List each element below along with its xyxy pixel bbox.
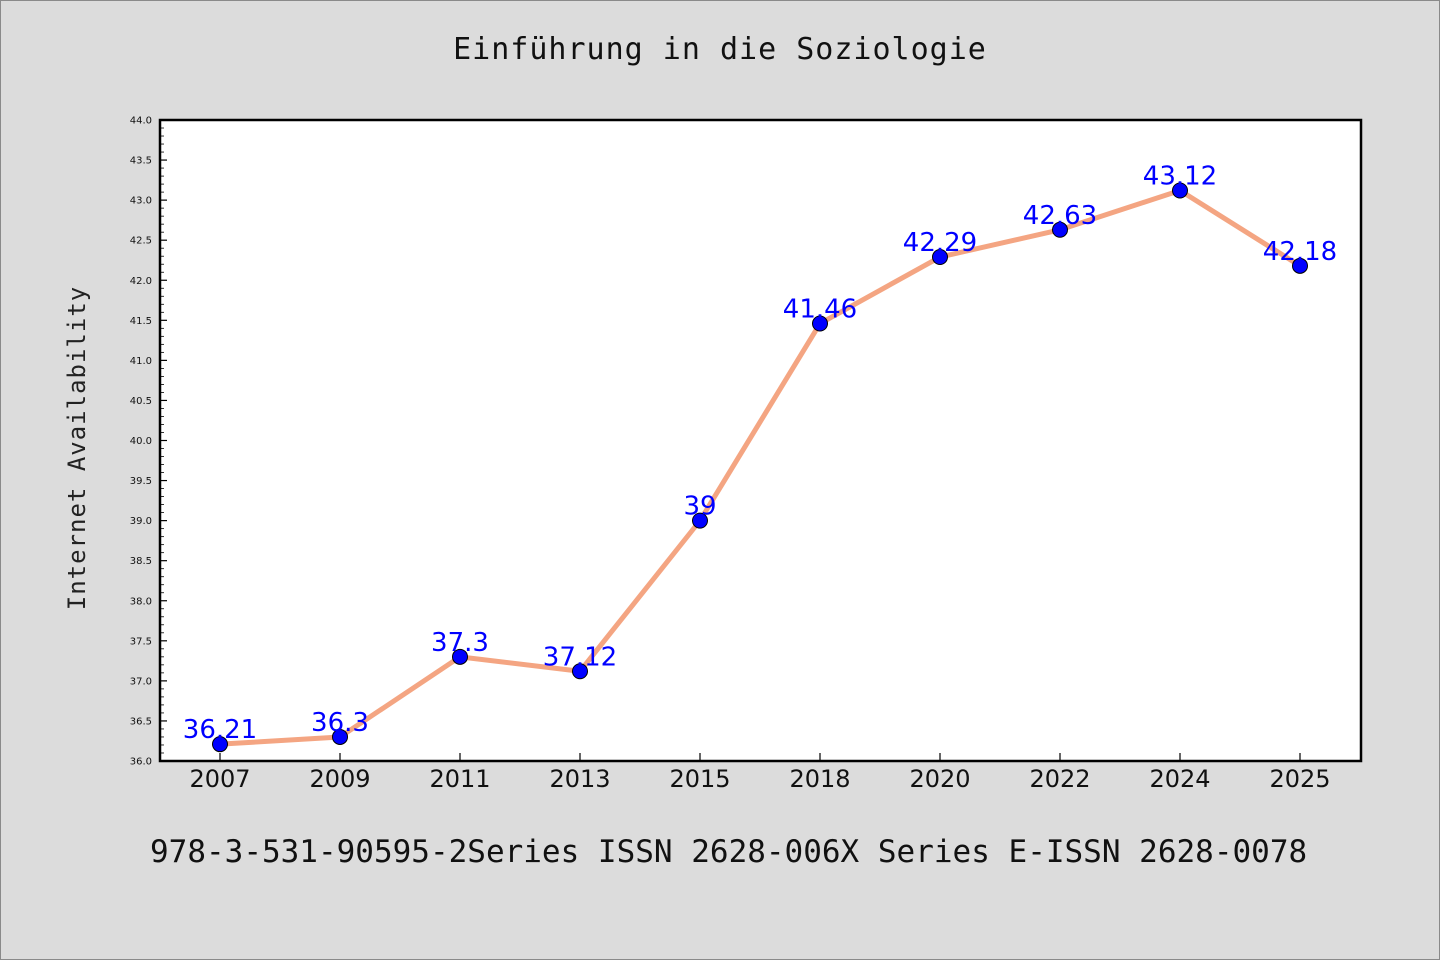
data-point [212,736,228,753]
y-tick-label: 36.0 [130,757,152,768]
data-label: 36.21 [183,715,257,745]
x-tick-label: 2018 [789,765,850,793]
x-tick-label: 2020 [909,765,970,793]
x-tick-label: 2007 [189,765,250,793]
x-tick-label: 2013 [549,765,610,793]
y-tick-label: 41.5 [130,316,152,327]
y-tick-label: 43.5 [130,156,152,167]
y-tick-label: 39.5 [130,476,152,487]
y-tick-label: 40.5 [130,396,152,407]
data-point [1292,257,1308,274]
data-label: 42.18 [1263,237,1337,267]
x-tick-label: 2015 [669,765,730,793]
data-label: 42.29 [903,228,977,258]
y-tick-label: 40.0 [130,436,152,447]
data-point [332,728,348,745]
data-point [452,648,468,665]
y-tick-label: 37.0 [130,676,152,687]
data-label: 43.12 [1143,162,1217,192]
footer-text: 978-3-531-90595-2Series ISSN 2628-006X S… [150,834,1308,870]
x-tick-label: 2022 [1029,765,1090,793]
y-tick-label: 37.5 [130,636,152,647]
x-axis-ticks: 2007 2009 2011 2013 2015 2018 2020 2022 2024 2025 [189,753,1331,793]
series-line [219,188,1302,747]
data-label: 36.3 [311,708,369,738]
data-point [572,663,588,680]
data-points [212,182,1308,753]
y-tick-label: 39.0 [130,516,152,527]
data-label: 41.46 [783,295,857,325]
x-tick-label: 2024 [1149,765,1210,793]
data-label: 37.12 [543,642,617,672]
chart-title: Einführung in die Soziologie [453,32,987,67]
data-label: 37.3 [431,628,489,658]
x-tick-label: 2025 [1269,765,1330,793]
y-tick-label: 38.5 [130,556,152,567]
data-point [812,315,828,332]
y-tick-label: 38.0 [130,596,152,607]
y-tick-label: 36.5 [130,716,152,727]
y-axis-ticks: 36.0 36.5 37.0 37.5 38.0 38.5 39.0 39.5 40.0 40.5… [130,116,167,768]
y-tick-label: 42.0 [130,276,152,287]
y-tick-label: 44.0 [130,116,152,127]
data-point [692,512,708,529]
data-point [1172,182,1188,199]
y-tick-label: 41.0 [130,356,152,367]
data-point [932,249,948,266]
data-label: 39 [683,492,716,522]
data-label: 42.63 [1023,201,1097,231]
x-tick-label: 2011 [429,765,490,793]
data-point [1052,221,1068,238]
data-labels: 36.21 36.3 37.3 37.12 39 41.46 42.29 42.63 43.12… [183,162,1337,746]
x-tick-label: 2009 [309,765,370,793]
y-tick-label: 43.0 [130,196,152,207]
y-tick-label: 42.5 [130,236,152,247]
plot-area [158,118,1363,763]
